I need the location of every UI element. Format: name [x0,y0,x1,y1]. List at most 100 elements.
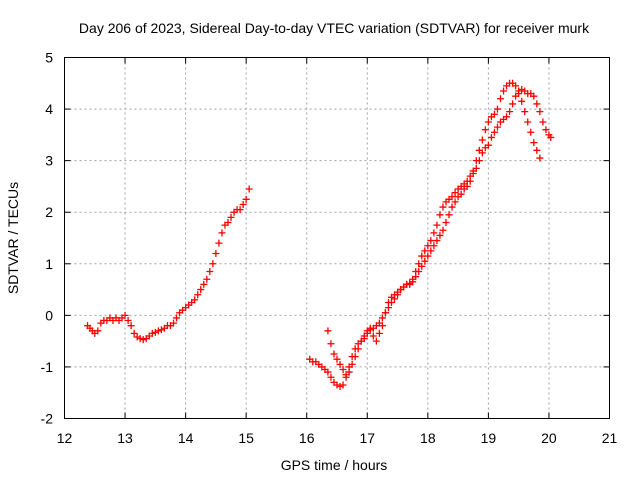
data-point [463,177,471,185]
data-point [490,110,498,118]
x-tick-label: 17 [359,430,375,446]
data-point [372,337,380,345]
data-point [427,237,435,245]
data-point [521,108,529,116]
data-point [518,97,526,105]
data-point [157,326,165,334]
data-point [227,213,235,221]
data-point [197,286,205,294]
data-point [433,237,441,245]
data-point [439,203,447,211]
data-point [336,360,344,368]
data-point [424,242,432,250]
series-segment-1 [84,185,253,344]
x-tick-labels: 12 13 14 15 16 17 18 19 20 21 [57,430,618,446]
data-point [421,247,429,255]
data-point [206,268,214,276]
data-point [384,298,392,306]
data-point [191,296,199,304]
data-point [348,360,356,368]
data-point [475,146,483,154]
data-point [360,332,368,340]
data-point [124,317,132,325]
data-point [148,329,156,337]
data-point [527,128,535,136]
data-point [533,146,541,154]
data-point [509,100,517,108]
data-point [448,193,456,201]
data-point [242,195,250,203]
data-point [324,368,332,376]
data-point [239,200,247,208]
data-point [212,249,220,257]
data-point [506,108,514,116]
data-point [427,247,435,255]
data-point [339,366,347,374]
x-tick-label: 19 [481,430,497,446]
x-tick-label: 20 [541,430,557,446]
data-point [415,260,423,268]
data-point [351,353,359,361]
data-point [530,139,538,147]
x-axis-label: GPS time / hours [281,457,388,473]
data-point [533,100,541,108]
x-tick-label: 21 [602,430,618,446]
data-point [478,136,486,144]
data-point [493,123,501,131]
data-point [218,229,226,237]
data-point [436,231,444,239]
data-point [536,154,544,162]
data-point [412,268,420,276]
data-point [493,105,501,113]
data-point [366,324,374,332]
data-point [224,219,232,227]
data-point [327,373,335,381]
data-point [130,329,138,337]
data-point [236,206,244,214]
data-point [375,329,383,337]
data-point [194,291,202,299]
y-tick-label: 5 [45,50,53,66]
data-point [200,280,208,288]
data-point [345,368,353,376]
y-tick-label: -2 [41,411,54,427]
x-tick-label: 13 [117,430,133,446]
x-tick-label: 15 [238,430,254,446]
x-tick-label: 14 [178,430,194,446]
data-point [466,172,474,180]
data-point [245,185,253,193]
data-point [409,275,417,283]
data-point [327,340,335,348]
data-point [442,219,450,227]
y-axis-label: SDTVAR / TECUs [5,182,21,294]
data-point [173,314,181,322]
data-point [512,82,520,90]
data-point [209,260,217,268]
data-point [151,328,159,336]
data-point [530,92,538,100]
data-point [378,322,386,330]
data-point [490,128,498,136]
x-tick-label: 12 [57,430,73,446]
data-point [203,275,211,283]
data-point [515,90,523,98]
data-point [333,381,341,389]
chart-title: Day 206 of 2023, Sidereal Day-to-day VTE… [79,20,590,36]
data-point [369,332,377,340]
data-point [215,239,223,247]
y-tick-label: 2 [45,204,53,220]
data-point [500,87,508,95]
data-point [536,108,544,116]
x-tick-label: 16 [299,430,315,446]
data-point [457,190,465,198]
data-point [430,229,438,237]
data-point [378,314,386,322]
data-point [430,242,438,250]
data-point [547,133,555,141]
data-point [406,280,414,288]
data-point [357,337,365,345]
data-point [542,126,550,134]
plot-frame [64,57,610,419]
y-tick-label: 4 [45,101,53,117]
